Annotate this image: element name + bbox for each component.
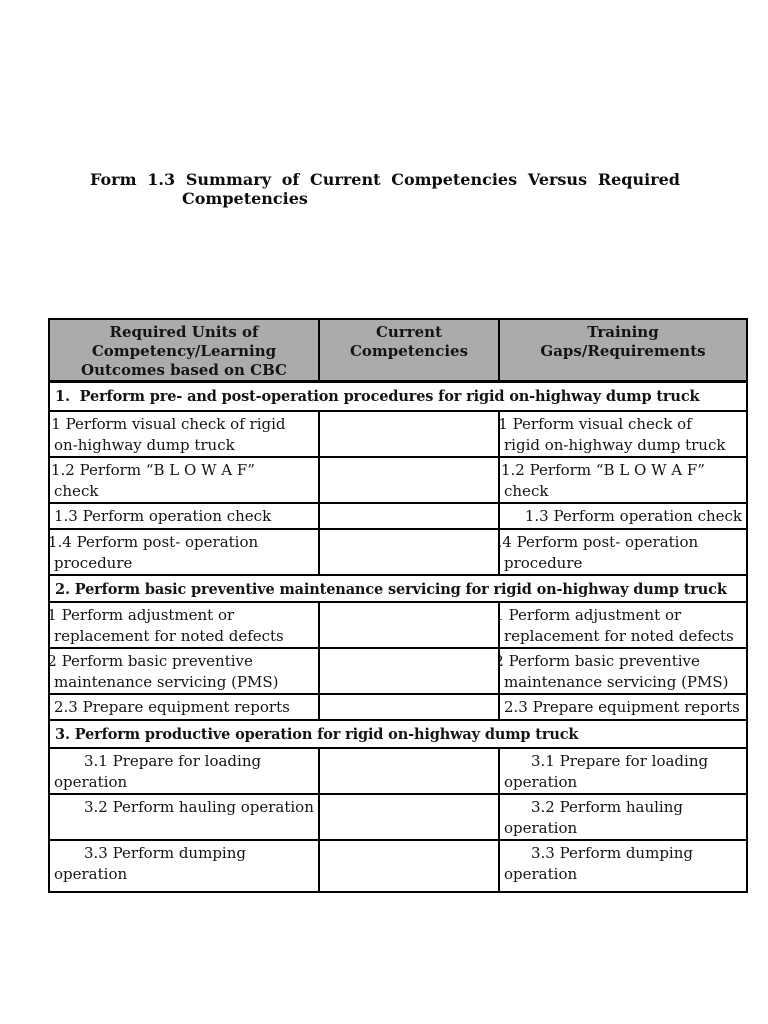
gaps-cell-2-1: 2.1 Perform adjustment or replacement fo… — [498, 600, 748, 649]
table-row: 1.4 Perform post- operation procedure 1.… — [48, 527, 748, 576]
table-row: 3.1 Prepare for loading operation 3.1 Pr… — [48, 746, 748, 795]
current-cell-2-2 — [318, 646, 500, 695]
current-cell-2-1 — [318, 600, 500, 649]
current-cell-1-2 — [318, 455, 500, 504]
gaps-cell-3-2: 3.2 Perform hauling operation — [498, 792, 748, 841]
table-row: 3.2 Perform hauling operation 3.2 Perfor… — [48, 792, 748, 841]
gaps-cell-1-4: 1.4 Perform post- operation procedure — [498, 527, 748, 576]
required-cell-1-1: 1.1 Perform visual check of rigid on-hig… — [48, 409, 320, 458]
required-cell-1-3: 1.3 Perform operation check — [48, 501, 320, 530]
required-cell-2-3: 2.3 Prepare equipment reports — [48, 692, 320, 721]
required-cell-3-1: 3.1 Prepare for loading operation — [48, 746, 320, 795]
required-cell-3-2: 3.2 Perform hauling operation — [48, 792, 320, 841]
section-title-2: 2. Perform basic preventive maintenance … — [48, 573, 748, 603]
header-training-gaps: Training Gaps/Requirements — [498, 318, 748, 383]
table-header-row: Required Units of Competency/Learning Ou… — [48, 318, 748, 383]
current-cell-1-3 — [318, 501, 500, 530]
current-cell-3-1 — [318, 746, 500, 795]
competency-summary-table: Required Units of Competency/Learning Ou… — [48, 318, 748, 893]
current-cell-3-2 — [318, 792, 500, 841]
current-cell-1-4 — [318, 527, 500, 576]
table-row: 3.3 Perform dumping operation 3.3 Perfor… — [48, 838, 748, 893]
table-row: 2.1 Perform adjustment or replacement fo… — [48, 600, 748, 649]
title-line-1: Form 1.3 Summary of Current Competencies… — [90, 170, 680, 189]
current-cell-3-3 — [318, 838, 500, 893]
header-current-competencies: Current Competencies — [318, 318, 500, 383]
required-cell-2-2: 2.2 Perform basic preventive maintenance… — [48, 646, 320, 695]
gaps-cell-2-3: 2.3 Prepare equipment reports — [498, 692, 748, 721]
section-title-3: 3. Perform productive operation for rigi… — [48, 718, 748, 749]
required-cell-1-2: 1.2 Perform “B L O W A F” check — [48, 455, 320, 504]
section-row-3: 3. Perform productive operation for rigi… — [48, 718, 748, 749]
table-row: 2.2 Perform basic preventive maintenance… — [48, 646, 748, 695]
table-row: 1.3 Perform operation check 1.3 Perform … — [48, 501, 748, 530]
gaps-cell-1-2: 1.2 Perform “B L O W A F” check — [498, 455, 748, 504]
gaps-cell-1-1: 1.1 Perform visual check of rigid on-hig… — [498, 409, 748, 458]
current-cell-2-3 — [318, 692, 500, 721]
section-title-1: 1. Perform pre- and post-operation proce… — [48, 380, 748, 412]
document-title: Form 1.3 Summary of Current Competencies… — [90, 170, 680, 208]
section-row-2: 2. Perform basic preventive maintenance … — [48, 573, 748, 603]
gaps-cell-1-3: 1.3 Perform operation check — [498, 501, 748, 530]
header-required-units: Required Units of Competency/Learning Ou… — [48, 318, 320, 383]
current-cell-1-1 — [318, 409, 500, 458]
section-row-1: 1. Perform pre- and post-operation proce… — [48, 380, 748, 412]
title-line-2: Competencies — [182, 189, 308, 208]
required-cell-2-1: 2.1 Perform adjustment or replacement fo… — [48, 600, 320, 649]
gaps-cell-3-1: 3.1 Prepare for loading operation — [498, 746, 748, 795]
gaps-cell-3-3: 3.3 Perform dumping operation — [498, 838, 748, 893]
required-cell-3-3: 3.3 Perform dumping operation — [48, 838, 320, 893]
table-row: 2.3 Prepare equipment reports 2.3 Prepar… — [48, 692, 748, 721]
gaps-cell-2-2: 2.2 Perform basic preventive maintenance… — [498, 646, 748, 695]
table-row: 1.1 Perform visual check of rigid on-hig… — [48, 409, 748, 458]
required-cell-1-4: 1.4 Perform post- operation procedure — [48, 527, 320, 576]
table-row: 1.2 Perform “B L O W A F” check 1.2 Perf… — [48, 455, 748, 504]
